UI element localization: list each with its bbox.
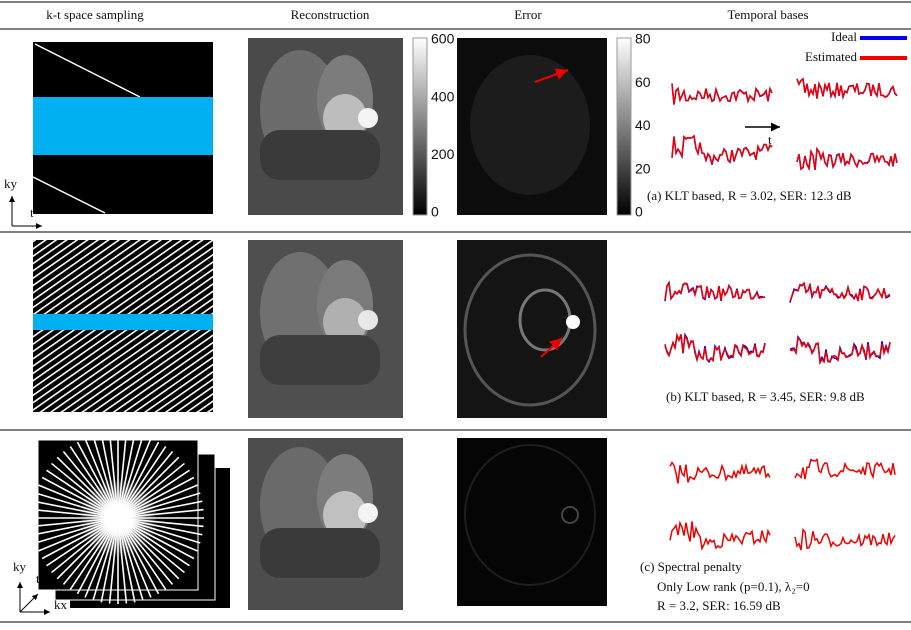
sampling-pattern [33,240,213,412]
sampling-pattern [18,418,230,618]
colorbar [617,38,631,215]
colorbar-tick-label: 20 [635,160,651,176]
estimated-curve [670,521,770,548]
caption: Only Low rank (p=0.1), λ₂=0 [657,579,810,594]
colorbar [413,38,427,215]
estimated-curve [797,149,897,170]
reconstruction-image [248,38,403,215]
sampling-pattern [33,42,213,214]
column-header: Temporal bases [727,7,808,22]
estimated-curve [790,338,890,363]
colorbar-tick-label: 80 [635,31,651,47]
colorbar-tick-label: 40 [635,117,651,133]
error-image [457,240,607,418]
temporal-bases [665,79,897,550]
caption: (c) Spectral penalty [640,559,742,574]
estimated-curve [797,79,897,99]
colorbar-tick-label: 0 [431,204,439,220]
colorbar-tick-label: 200 [431,146,455,162]
error-image [457,438,607,606]
estimated-curve [795,460,895,480]
colorbar-tick-label: 60 [635,74,651,90]
axis-label: ky [13,559,27,574]
estimated-curve [670,463,770,484]
estimated-curve [672,136,772,164]
legend-label: Ideal [831,29,857,44]
estimated-curve [790,283,890,301]
reconstruction-image [248,240,403,418]
estimated-curve [795,530,895,550]
caption: (a) KLT based, R = 3.02, SER: 12.3 dB [647,188,852,203]
colorbar-tick-label: 600 [431,31,455,47]
ideal-curve [672,84,772,105]
axis-label: t [36,571,40,586]
column-header: k-t space sampling [46,7,144,22]
axis-label: t [30,205,34,220]
axis-label: ky [4,176,18,191]
estimated-curve [665,334,765,360]
axis-label: kx [54,597,68,612]
column-header: Reconstruction [291,7,370,22]
error-image [457,38,607,215]
figure: k-t space sampling Reconstruction Error … [0,0,911,630]
caption: (b) KLT based, R = 3.45, SER: 9.8 dB [666,389,865,404]
caption: R = 3.2, SER: 16.59 dB [657,598,781,613]
reconstruction-image [248,438,403,610]
colorbar-tick-label: 0 [635,204,643,220]
estimated-curve [672,84,772,105]
legend-label: Estimated [805,49,857,64]
column-header: Error [514,7,542,22]
colorbar-tick-label: 400 [431,88,455,104]
